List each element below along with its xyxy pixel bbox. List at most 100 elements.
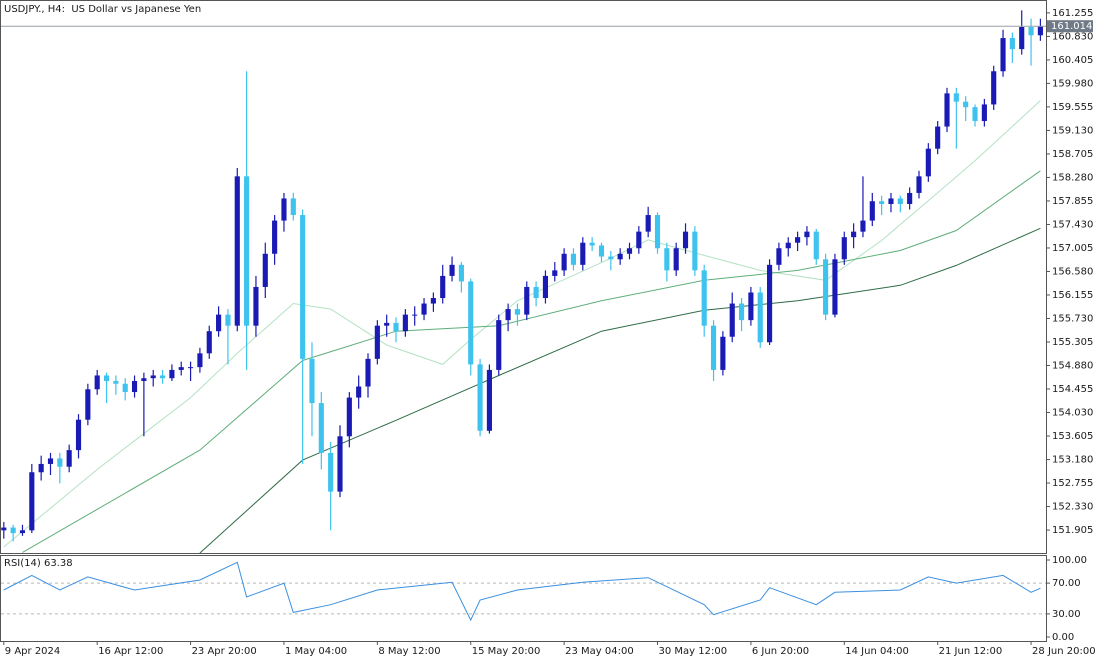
candle-body [570,253,577,265]
y-tick-label: 157.430 [1052,219,1093,230]
candle-body [963,101,969,108]
candle-body [552,270,558,276]
x-tick-label: 28 Jun 20:00 [1032,646,1096,657]
candle-body [57,458,63,467]
candle-body [356,386,362,398]
candle-body [701,270,707,326]
moving-average [3,100,1041,548]
candle-body [524,286,530,315]
candle-body [75,419,82,451]
candle-body [337,436,343,492]
y-tick-label: 160.830 [1052,31,1093,42]
candle-body [300,215,306,359]
candle-body [916,176,922,193]
candle-body [141,378,147,381]
candle-body [953,93,959,102]
candle-body [412,314,418,316]
candle-body [85,389,91,420]
candle-body [589,242,595,246]
candle-body [897,198,903,204]
candle-body [767,264,773,343]
candle-body [374,325,380,359]
candle-body [328,452,334,492]
y-tick-label: 152.330 [1052,502,1093,513]
candle-body [458,264,464,282]
candle-body [944,93,950,127]
candle-body [823,259,829,315]
price-frame [0,0,1047,554]
x-tick-label: 15 May 20:00 [472,646,541,657]
candle-body [907,192,913,204]
candle-body [729,303,735,337]
y-tick-label: 152.755 [1052,478,1093,489]
y-tick-label: 157.855 [1052,196,1093,207]
candle-body [561,253,567,271]
last-price-box [1047,20,1093,33]
candle-body [981,104,987,122]
candle-body [1019,26,1025,50]
y-tick-label: 156.580 [1052,266,1093,277]
candle-body [935,126,941,149]
candle-body [580,242,586,265]
candle-body [178,367,184,370]
candle-body [131,380,138,393]
x-tick-label: 14 Jun 04:00 [845,646,909,657]
y-tick-label: 161.255 [1052,8,1093,19]
y-tick-label: 153.180 [1052,455,1093,466]
candle-body [636,231,642,249]
x-tick-label: 23 Apr 20:00 [192,646,257,657]
candle-body [272,220,278,254]
candle-body [225,314,231,326]
x-tick-label: 1 May 04:00 [285,646,347,657]
candle-body [430,298,436,304]
candle-body [468,281,474,365]
candle-body [122,383,128,393]
candle-body [384,322,390,326]
candle-body [991,71,997,105]
candle-body [1009,38,1015,50]
x-tick-label: 16 Apr 12:00 [98,646,163,657]
candle-body [505,309,511,321]
candle-body [159,375,166,379]
candle-body [244,176,250,326]
candle-body [841,237,847,260]
candle-body [542,275,549,299]
chart-title: USDJPY., H4: US Dollar vs Japanese Yen [4,4,201,15]
y-tick-label: 153.605 [1052,431,1093,442]
candle-body [393,322,399,332]
x-tick-label: 21 Jun 12:00 [939,646,1003,657]
candle-body [449,264,455,276]
y-tick-label: 159.555 [1052,102,1093,113]
rsi-line [3,561,1041,622]
candle-body [47,458,54,464]
candle-body [496,320,502,370]
candle-body [860,220,866,232]
candle-body [869,201,875,221]
candle-body [281,198,287,221]
rsi-title: RSI(14) 63.38 [4,558,73,569]
candle-body [346,397,352,437]
candle-body [757,292,763,343]
candle-body [216,314,222,332]
y-tick-label: 158.705 [1052,149,1093,160]
y-tick-label: 156.155 [1052,290,1093,301]
candle-body [150,375,156,379]
candle-body [813,231,819,260]
y-tick-label: 159.980 [1052,78,1093,89]
price-panel [1,10,1046,554]
candle-body [972,107,978,122]
candle-body [598,245,605,257]
y-tick-label: 154.455 [1052,384,1093,395]
candle-body [365,358,371,387]
candle-body [103,375,110,381]
candle-body [197,353,203,368]
y-tick-label: 155.305 [1052,337,1093,348]
candle-body [720,336,726,370]
x-tick-label: 30 May 12:00 [659,646,728,657]
x-tick-label: 6 Jun 20:00 [752,646,809,657]
candle-body [421,303,427,315]
candle-body [1028,26,1034,36]
